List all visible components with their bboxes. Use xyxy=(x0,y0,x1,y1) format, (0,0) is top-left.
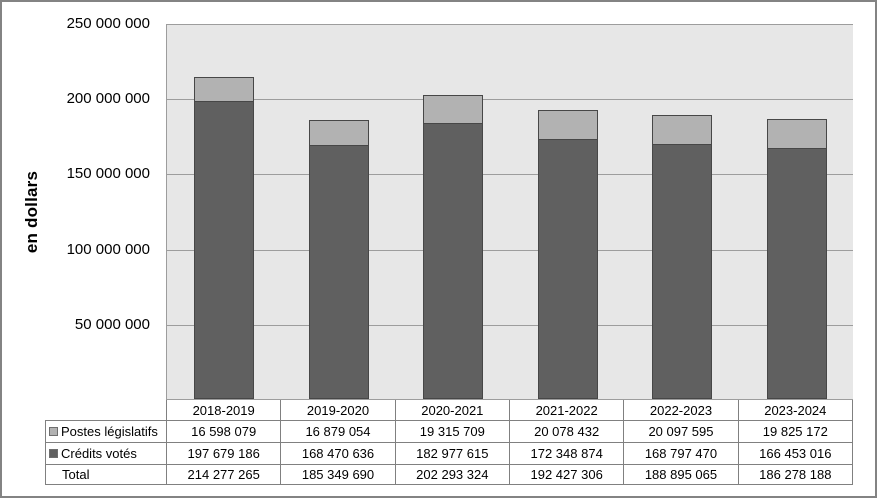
y-tick-label: 50 000 000 xyxy=(74,315,150,333)
bar-segment-postes-legislatifs xyxy=(308,120,369,146)
value-cell: 192 427 306 xyxy=(510,465,625,484)
value-cell: 166 453 016 xyxy=(739,443,853,464)
legend-swatch-icon xyxy=(49,427,58,436)
bar-segment-credits-votes xyxy=(308,145,369,399)
total-label-cell: Total xyxy=(46,465,167,484)
data-table: 2018-2019 2019-2020 2020-2021 2021-2022 2022… xyxy=(45,400,853,485)
year-header-cell: 2019-2020 xyxy=(281,400,396,420)
gridline xyxy=(167,249,853,251)
value-cell: 185 349 690 xyxy=(281,465,396,484)
bar-segment-credits-votes xyxy=(537,139,598,399)
gridline xyxy=(167,24,853,25)
bar-segment-credits-votes xyxy=(652,145,713,399)
value-cell: 20 078 432 xyxy=(510,421,625,442)
value-cell: 172 348 874 xyxy=(510,443,625,464)
value-cell: 19 315 709 xyxy=(396,421,510,442)
bar-2018-2019 xyxy=(194,76,255,399)
value-cell: 214 277 265 xyxy=(167,465,282,484)
table-row-postes-legislatifs: Postes législatifs 16 598 079 16 879 054 19… xyxy=(45,420,853,442)
y-tick-label: 150 000 000 xyxy=(66,165,150,183)
y-tick-label: 100 000 000 xyxy=(66,240,150,258)
gridline xyxy=(167,99,853,101)
value-cell: 16 879 054 xyxy=(281,421,396,442)
bar-2023-2024 xyxy=(766,118,827,399)
bar-segment-postes-legislatifs xyxy=(194,76,255,102)
row-label: Total xyxy=(62,467,90,482)
bar-segment-credits-votes xyxy=(766,148,827,399)
plot-area xyxy=(166,24,853,400)
row-label: Postes législatifs xyxy=(61,424,158,439)
series-label-cell: Postes législatifs xyxy=(46,421,167,442)
bar-2020-2021 xyxy=(423,94,484,399)
value-cell: 197 679 186 xyxy=(167,443,282,464)
year-header-cell: 2022-2023 xyxy=(624,400,739,420)
year-header-cell: 2023-2024 xyxy=(739,400,853,420)
y-tick-label: 250 000 000 xyxy=(66,15,150,32)
value-cell: 168 470 636 xyxy=(281,443,396,464)
bar-segment-postes-legislatifs xyxy=(652,114,713,146)
bar-segment-postes-legislatifs xyxy=(537,109,598,140)
row-label: Crédits votés xyxy=(61,446,137,461)
bar-2021-2022 xyxy=(537,109,598,399)
bar-segment-postes-legislatifs xyxy=(423,94,484,124)
year-header-cell: 2018-2019 xyxy=(167,400,282,420)
bar-2022-2023 xyxy=(652,114,713,399)
bar-segment-credits-votes xyxy=(423,123,484,399)
table-year-header-row: 2018-2019 2019-2020 2020-2021 2021-2022 2022… xyxy=(166,400,853,420)
year-header-cell: 2021-2022 xyxy=(510,400,625,420)
value-cell: 186 278 188 xyxy=(739,465,853,484)
series-label-cell: Crédits votés xyxy=(46,443,167,464)
legend-swatch-icon xyxy=(49,449,58,458)
year-header-cell: 2020-2021 xyxy=(396,400,510,420)
table-row-total: Total 214 277 265 185 349 690 202 293 324 19… xyxy=(45,464,853,485)
gridline xyxy=(167,324,853,326)
value-cell: 16 598 079 xyxy=(167,421,282,442)
table-row-credits-votes: Crédits votés 197 679 186 168 470 636 182 9… xyxy=(45,442,853,464)
value-cell: 202 293 324 xyxy=(396,465,510,484)
y-tick-label: 200 000 000 xyxy=(66,90,150,108)
value-cell: 182 977 615 xyxy=(396,443,510,464)
bar-segment-postes-legislatifs xyxy=(766,118,827,149)
value-cell: 168 797 470 xyxy=(624,443,739,464)
value-cell: 188 895 065 xyxy=(624,465,739,484)
bar-segment-credits-votes xyxy=(194,101,255,399)
gridline xyxy=(167,174,853,176)
value-cell: 19 825 172 xyxy=(739,421,853,442)
y-axis-tick-labels: 250 000 000 200 000 000 150 000 000 100 000… xyxy=(2,2,152,422)
value-cell: 20 097 595 xyxy=(624,421,739,442)
bar-2019-2020 xyxy=(308,120,369,399)
